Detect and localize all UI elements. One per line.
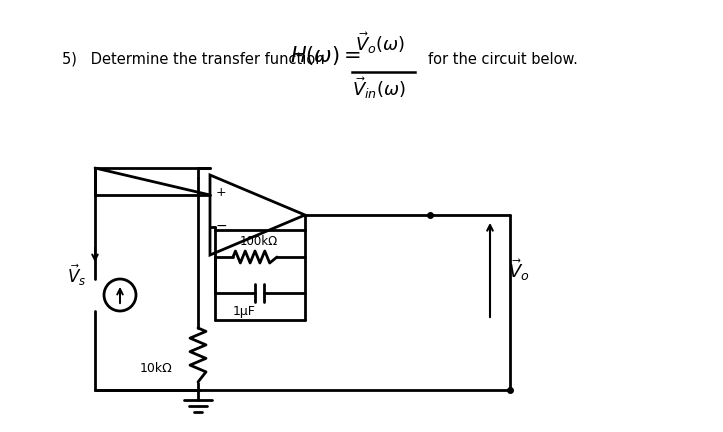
Text: 5)   Determine the transfer function: 5) Determine the transfer function [62,52,325,67]
Text: 10kΩ: 10kΩ [140,362,173,375]
Text: $\vec{V}_o$: $\vec{V}_o$ [508,257,530,283]
Text: $\vec{V}_o(\omega)$: $\vec{V}_o(\omega)$ [355,30,406,56]
Text: 1μF: 1μF [233,305,256,318]
Text: 100kΩ: 100kΩ [240,235,278,248]
Text: $\vec{V}_s$: $\vec{V}_s$ [67,262,87,288]
Text: $H(\omega)=$: $H(\omega)=$ [290,44,361,67]
Text: −: − [216,219,228,232]
Text: $\vec{V}_{in}(\omega)$: $\vec{V}_{in}(\omega)$ [352,75,406,101]
Text: +: + [216,186,226,199]
Text: for the circuit below.: for the circuit below. [428,53,578,67]
